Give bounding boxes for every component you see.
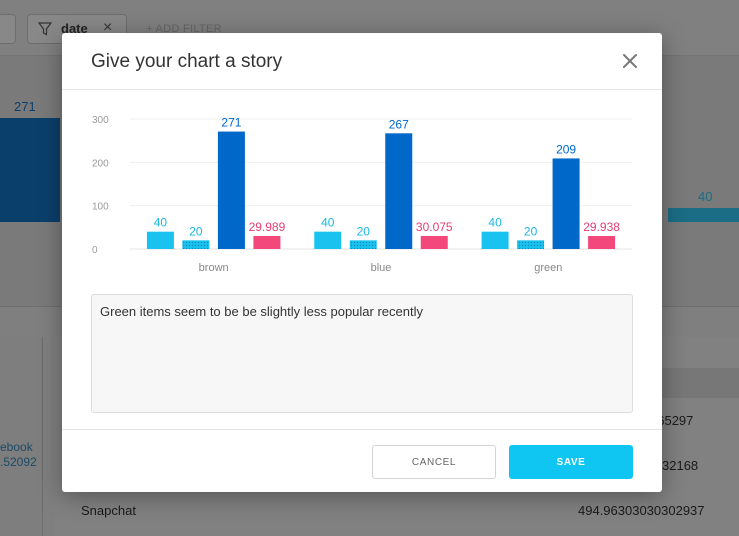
bar-value-label: 30.075: [416, 220, 453, 234]
bar-chart: 300 200 100 0 40 20 271 29.989 brown 40 20 267 30.07…: [92, 115, 632, 274]
category-label: blue: [371, 262, 392, 274]
bar: [588, 236, 616, 249]
bar-value-label: 40: [321, 216, 335, 230]
table-cell: 32168: [662, 458, 699, 473]
y-tick-label: 100: [92, 202, 109, 213]
bg-bar: [0, 118, 60, 222]
bar: [349, 240, 377, 249]
close-icon[interactable]: [618, 49, 642, 73]
bg-bar-label: 271: [14, 99, 36, 114]
table-cell: Snapchat: [81, 503, 136, 518]
category-label: brown: [199, 262, 229, 274]
bar-value-label: 40: [488, 216, 502, 230]
dialog-footer: CANCEL SAVE: [62, 429, 662, 493]
cancel-button[interactable]: CANCEL: [372, 445, 496, 479]
remove-filter-icon: ×: [103, 19, 113, 36]
bar: [182, 240, 210, 249]
bar: [253, 236, 281, 249]
bg-legend-link: ebook .52092: [0, 440, 37, 469]
story-textarea[interactable]: [91, 294, 633, 413]
filter-icon: [38, 22, 52, 36]
y-tick-label: 200: [92, 158, 109, 169]
bar-value-label: 20: [524, 224, 538, 238]
bar: [481, 231, 509, 249]
bg-left-panel: [0, 337, 43, 536]
table-cell: 494.96303030302937: [578, 503, 705, 518]
filter-chip-prev: [0, 14, 16, 44]
bar: [517, 240, 545, 249]
filter-chip-label: date: [61, 21, 88, 36]
chart-story-dialog: Give your chart a story 300 200 100 0 40 20 27…: [62, 33, 662, 492]
bar-value-label: 20: [357, 224, 371, 238]
bg-table-header: [660, 368, 739, 398]
y-tick-label: 0: [92, 245, 98, 256]
bar: [314, 231, 342, 249]
category-label: green: [534, 262, 562, 274]
dialog-title: Give your chart a story: [91, 51, 283, 72]
bar-value-label: 29.989: [249, 220, 286, 234]
bar-value-label: 267: [389, 117, 409, 131]
bar: [146, 231, 174, 249]
bar: [420, 235, 448, 249]
chart-preview: 300 200 100 0 40 20 271 29.989 brown 40 20 267 30.07…: [92, 103, 632, 283]
bar: [385, 133, 413, 249]
bar: [552, 158, 580, 249]
bar-value-label: 29.938: [583, 220, 620, 234]
bg-bar: [668, 208, 739, 222]
bar: [217, 131, 245, 249]
y-tick-label: 300: [92, 115, 109, 126]
bar-value-label: 20: [189, 224, 203, 238]
bar-value-label: 209: [556, 142, 576, 156]
save-button[interactable]: SAVE: [509, 445, 633, 479]
add-filter-link: + ADD FILTER: [146, 23, 222, 35]
dialog-header: Give your chart a story: [62, 33, 662, 90]
bar-value-label: 271: [221, 116, 241, 130]
bar-value-label: 40: [154, 216, 168, 230]
bg-bar-label: 40: [698, 189, 713, 204]
